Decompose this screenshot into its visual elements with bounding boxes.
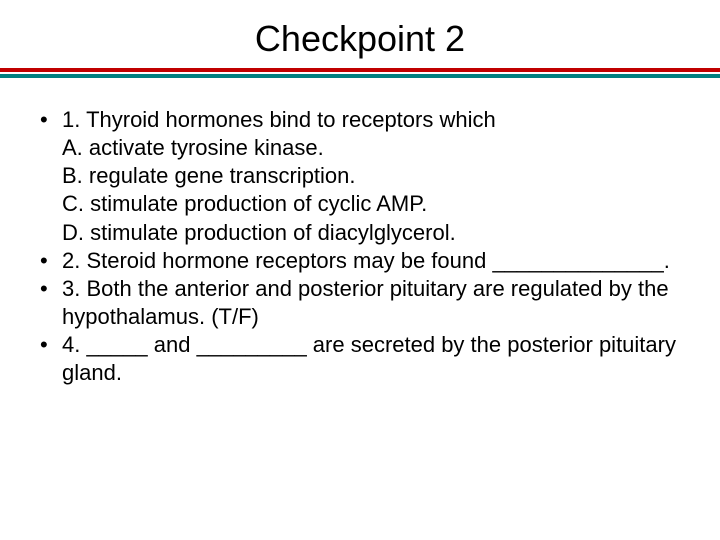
item-text: 3. Both the anterior and posterior pitui… xyxy=(62,276,669,329)
slide-content: 1. Thyroid hormones bind to receptors wh… xyxy=(0,106,720,388)
item-sub: B. regulate gene transcription. xyxy=(62,162,684,190)
divider-red-line xyxy=(0,68,720,72)
slide-title: Checkpoint 2 xyxy=(0,0,720,68)
list-item: 1. Thyroid hormones bind to receptors wh… xyxy=(36,106,684,247)
bullet-list: 1. Thyroid hormones bind to receptors wh… xyxy=(36,106,684,388)
item-text: 2. Steroid hormone receptors may be foun… xyxy=(62,248,670,273)
title-divider xyxy=(0,68,720,78)
item-text: 4. _____ and _________ are secreted by t… xyxy=(62,332,676,385)
item-text: 1. Thyroid hormones bind to receptors wh… xyxy=(62,107,496,132)
item-sub: D. stimulate production of diacylglycero… xyxy=(62,219,684,247)
list-item: 2. Steroid hormone receptors may be foun… xyxy=(36,247,684,275)
list-item: 3. Both the anterior and posterior pitui… xyxy=(36,275,684,331)
list-item: 4. _____ and _________ are secreted by t… xyxy=(36,331,684,387)
item-sub: C. stimulate production of cyclic AMP. xyxy=(62,190,684,218)
divider-teal-line xyxy=(0,74,720,78)
item-sub: A. activate tyrosine kinase. xyxy=(62,134,684,162)
